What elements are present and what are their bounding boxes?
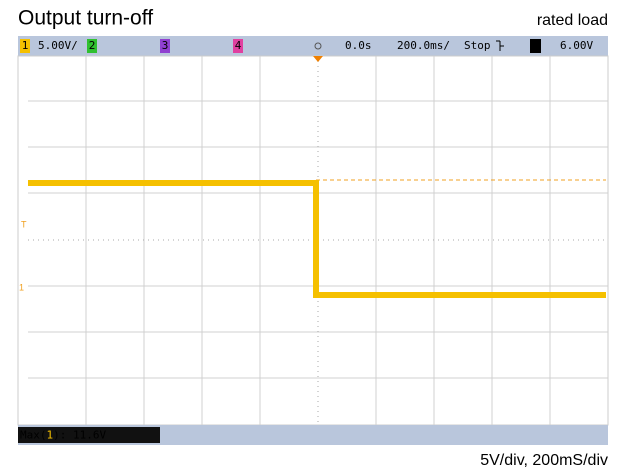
measurement-prefix: Max( [20, 429, 47, 442]
ch4-label: 4 [235, 39, 242, 52]
ch2-label: 2 [89, 39, 96, 52]
time-scale: 200.0ms/ [397, 39, 450, 52]
caption: 5V/div, 200mS/div [480, 452, 608, 469]
measurement-suffix: ): 11.6V [53, 429, 106, 442]
ch1-trace [28, 180, 606, 298]
measurement-channel: 1 [47, 429, 54, 442]
measurement-box [18, 427, 160, 443]
ch1-box [20, 39, 30, 53]
measurement-bar [18, 425, 608, 445]
intensity-icon [314, 42, 322, 50]
status-bar [18, 36, 608, 56]
trigger-marker: T [21, 219, 27, 229]
subtitle: rated load [537, 12, 608, 29]
ch1-label: 1 [22, 39, 29, 52]
run-state: Stop [464, 39, 491, 52]
time-offset: 0.0s [345, 39, 372, 52]
trigger-channel: 1 [532, 39, 539, 52]
trigger-ch-box [530, 39, 541, 53]
title: Output turn-off [18, 7, 153, 30]
trigger-position-marker [313, 56, 323, 62]
ch2-box [87, 39, 97, 53]
ch3-label: 3 [162, 39, 169, 52]
trigger-icon [496, 40, 504, 51]
ch4-box [233, 39, 243, 53]
measurement: Max(1): 11.6V [20, 429, 106, 442]
trigger-level: 6.00V [560, 39, 593, 52]
ch3-box [160, 39, 170, 53]
ch1-scale: 5.00V/ [38, 39, 78, 52]
channel-marker: 1 [19, 282, 24, 292]
